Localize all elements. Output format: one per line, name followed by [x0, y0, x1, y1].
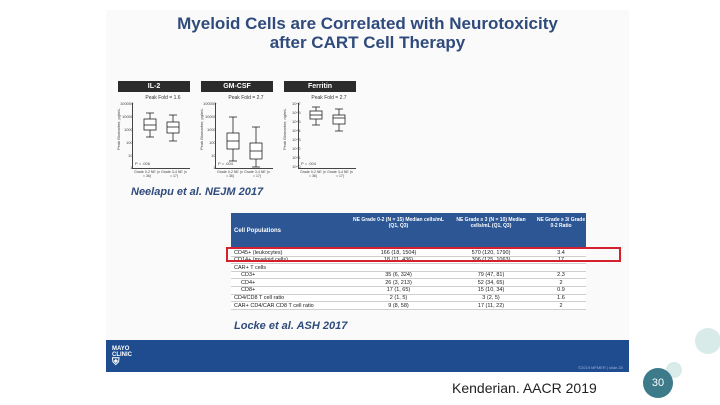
panel-il2-plot: 100000 10000 1000 100 10 1 P = .006	[120, 101, 190, 170]
xcat-label: Grade 0-2 NE (n = 36)	[134, 170, 160, 178]
highlight-box-cd14-row	[226, 247, 621, 262]
ytick: 10^2	[292, 146, 301, 151]
ytick: 10^4	[292, 128, 301, 133]
p-value: P = .004	[301, 161, 316, 166]
p-value: P = .006	[135, 161, 150, 166]
panel-ferritin-plot: 10^7 10^6 10^5 10^4 10^3 10^2 10^1 10^0 …	[292, 101, 356, 169]
col-header: Cell Populations	[234, 228, 282, 234]
table-row: CD4+ 26 (3, 213) 52 (34, 65) 2	[231, 279, 586, 287]
panel-il2-header: IL-2	[118, 81, 190, 92]
ytick: 10^1	[292, 155, 301, 160]
citation-locke: Locke et al. ASH 2017	[234, 320, 348, 332]
xcat-label: Grade 3-4 NE (n = 17)	[244, 170, 270, 178]
gmcsf-boxplot	[226, 116, 263, 168]
panel-ferritin-peak: Peak Fold = 2.7	[311, 95, 347, 101]
ytick: 10^3	[292, 137, 301, 142]
panel-il2-ylabel: Peak Biomarker, pg/mL	[116, 108, 121, 150]
table-row: CAR+ T cells	[231, 264, 586, 272]
panel-gmcsf-ylabel: Peak Biomarker, pg/mL	[199, 108, 204, 150]
decorative-circle	[695, 328, 720, 354]
ytick: 100000	[203, 101, 217, 106]
ytick: 10^7	[292, 101, 301, 106]
title-line-1: Myeloid Cells are Correlated with Neurot…	[177, 14, 558, 33]
table-row: CD45+ (leukocytes) 166 (18, 1504) 570 (120…	[231, 249, 586, 257]
xcat-label: Grade 3-4 NE (n = 17)	[327, 170, 353, 178]
citation-neelapu: Neelapu et al. NEJM 2017	[131, 186, 264, 198]
panel-gmcsf-header: GM-CSF	[201, 81, 273, 92]
table-row: CD4/CD8 T cell ratio 2 (1, 5) 3 (2, 5) 1.6	[231, 294, 586, 303]
ytick: 100000	[120, 101, 134, 106]
table-row: CAR+ CD4/CAR CD8 T cell ratio 9 (8, 58) 17…	[231, 302, 586, 310]
xcat-label: Grade 0-2 NE (n = 36)	[300, 170, 326, 178]
panel-ferritin-header: Ferritin	[284, 81, 356, 92]
ytick: 1000	[124, 127, 133, 132]
ytick: 100	[126, 140, 133, 145]
ytick: 1	[213, 165, 216, 170]
table-row: CD8+ 17 (1, 65) 15 (10, 34) 0.9	[231, 286, 586, 295]
p-value: P = .004	[218, 161, 233, 166]
slide-title: Myeloid Cells are Correlated with Neurot…	[106, 14, 629, 52]
xcat-label: Grade 3-4 NE (n = 17)	[161, 170, 187, 178]
panel-ferritin-ylabel: Peak Biomarker, ng/mL	[282, 108, 287, 150]
ferritin-boxplot	[309, 106, 346, 132]
col-header: NE Grade ≥ 3 (N = 10) Median cells/mL (Q…	[456, 217, 526, 229]
ytick: 10^5	[292, 119, 301, 124]
ytick: 1	[130, 165, 133, 170]
table-row: CD3+ 35 (6, 324) 79 (47, 81) 2.3	[231, 271, 586, 280]
ytick: 100	[209, 140, 216, 145]
page-number-badge: 30	[643, 368, 673, 398]
slide-image: Myeloid Cells are Correlated with Neurot…	[106, 10, 629, 372]
shield-icon: ⛨	[112, 357, 120, 368]
panel-gmcsf-plot: 100000 10000 1000 100 10 1 P = .004	[203, 101, 273, 170]
panel-il2-peak: Peak Fold = 1.6	[145, 95, 181, 101]
xcat-label: Grade 0-2 NE (n = 36)	[217, 170, 243, 178]
il2-boxplot	[143, 112, 180, 142]
ytick: 10000	[122, 114, 134, 119]
source-citation: Kenderian. AACR 2019	[452, 380, 597, 396]
col-header: NE Grade ≥ 3/ Grade 0-2 Ratio	[536, 217, 586, 229]
ytick: 10^6	[292, 110, 301, 115]
slide-footer-bar	[106, 340, 629, 372]
logo-line-1: MAYO	[112, 346, 130, 352]
col-header: NE Grade 0-2 (N = 15) Median cells/mL (Q…	[352, 217, 444, 229]
logo-line-2: CLINIC	[112, 352, 132, 358]
ytick: 10000	[205, 114, 217, 119]
ytick: 10	[128, 153, 133, 158]
title-line-2: after CART Cell Therapy	[269, 33, 466, 52]
mayo-clinic-logo: MAYO CLINIC ⛨	[112, 346, 132, 368]
ytick: 10	[211, 153, 216, 158]
panel-gmcsf-peak: Peak Fold = 2.7	[228, 95, 264, 101]
ytick: 1000	[207, 127, 216, 132]
footer-copyright: ©2019 MFMER | slide-30	[578, 365, 623, 370]
table-header: Cell Populations NE Grade 0-2 (N = 15) M…	[231, 213, 586, 249]
ytick: 10^0	[292, 164, 301, 169]
